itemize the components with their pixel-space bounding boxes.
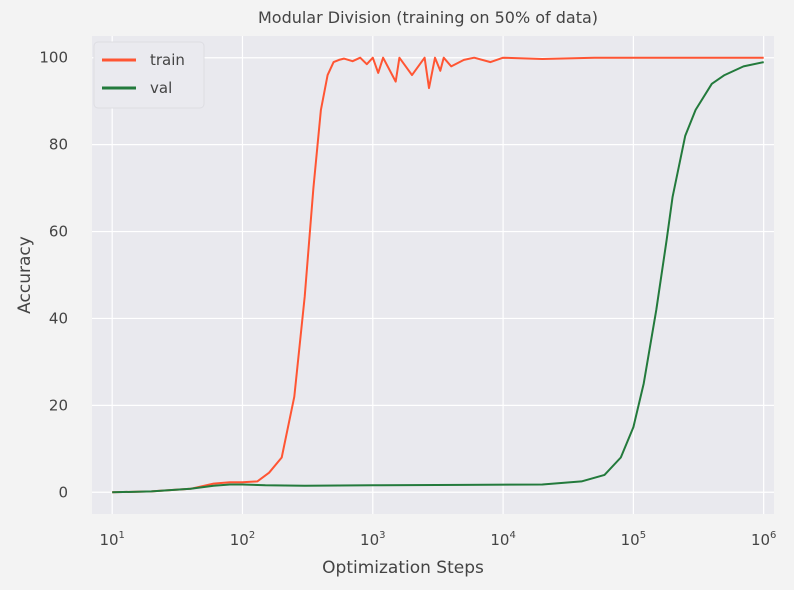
x-tick-labels: 101 102 103 104 105 106 xyxy=(99,530,776,549)
x-tick-exponent: 4 xyxy=(509,530,515,541)
x-tick-base: 10 xyxy=(751,531,770,549)
x-axis-label: Optimization Steps xyxy=(322,558,484,578)
series-line-val xyxy=(112,61,764,494)
y-tick-label: 40 xyxy=(49,309,68,327)
x-tick-label: 101 xyxy=(99,530,124,549)
chart-title: Modular Division (training on 50% of dat… xyxy=(258,8,598,27)
x-tick-base: 10 xyxy=(360,531,379,549)
x-tick-label: 105 xyxy=(621,530,646,549)
y-tick-label: 80 xyxy=(49,136,68,154)
legend-train-label: train xyxy=(150,51,185,69)
x-tick-base: 10 xyxy=(230,531,249,549)
legend-val-label: val xyxy=(150,79,172,97)
x-tick-base: 10 xyxy=(99,531,118,549)
x-tick-label: 106 xyxy=(751,530,776,549)
y-tick-label: 20 xyxy=(49,396,68,414)
legend-box xyxy=(93,41,205,109)
x-tick-label: 103 xyxy=(360,530,385,549)
legend: train val xyxy=(93,41,205,109)
x-tick-base: 10 xyxy=(621,531,640,549)
x-tick-label: 102 xyxy=(230,530,255,549)
x-tick-exponent: 1 xyxy=(119,530,125,541)
y-tick-label: 100 xyxy=(39,49,68,67)
plot-area xyxy=(92,36,774,514)
y-tick-label: 60 xyxy=(49,223,68,241)
y-tick-label: 0 xyxy=(58,483,68,501)
series-line-train xyxy=(112,56,764,494)
grid xyxy=(92,36,774,514)
y-tick-labels: 0 20 40 60 80 100 xyxy=(39,49,68,502)
x-tick-exponent: 5 xyxy=(640,530,646,541)
x-tick-exponent: 6 xyxy=(770,530,776,541)
x-tick-label: 104 xyxy=(490,530,515,549)
x-tick-exponent: 3 xyxy=(379,530,385,541)
x-tick-base: 10 xyxy=(490,531,509,549)
y-axis-label: Accuracy xyxy=(15,236,35,314)
x-tick-exponent: 2 xyxy=(249,530,255,541)
series-layer xyxy=(112,56,764,494)
